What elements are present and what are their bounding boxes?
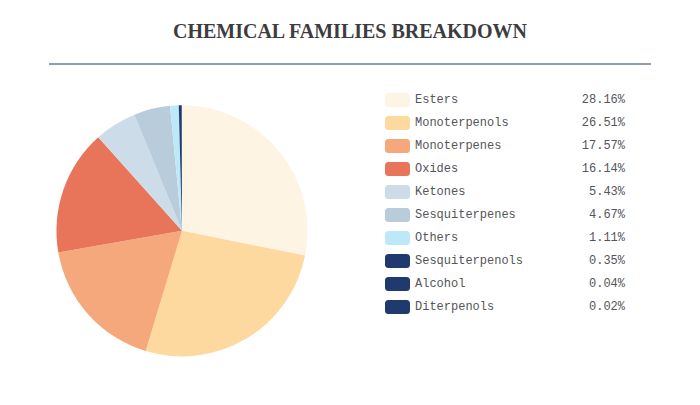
svg-text:0.04%: 0.04% bbox=[589, 277, 626, 291]
svg-text:Monoterpenols: Monoterpenols bbox=[415, 116, 509, 130]
svg-text:Monoterpenes: Monoterpenes bbox=[415, 139, 501, 153]
svg-text:4.67%: 4.67% bbox=[589, 208, 626, 222]
svg-text:Sesquiterpenes: Sesquiterpenes bbox=[415, 208, 516, 222]
svg-text:5.43%: 5.43% bbox=[589, 185, 626, 199]
svg-text:Sesquiterpenols: Sesquiterpenols bbox=[415, 254, 523, 268]
svg-text:Esters: Esters bbox=[415, 93, 458, 107]
svg-text:Others: Others bbox=[415, 231, 458, 245]
svg-text:1.11%: 1.11% bbox=[589, 231, 626, 245]
svg-text:Diterpenols: Diterpenols bbox=[415, 300, 494, 314]
svg-text:Alcohol: Alcohol bbox=[415, 277, 465, 291]
svg-text:Oxides: Oxides bbox=[415, 162, 458, 176]
svg-text:16.14%: 16.14% bbox=[582, 162, 626, 176]
svg-text:0.35%: 0.35% bbox=[589, 254, 626, 268]
svg-text:28.16%: 28.16% bbox=[582, 93, 626, 107]
svg-text:Ketones: Ketones bbox=[415, 185, 465, 199]
svg-text:CHEMICAL FAMILIES BREAKDOWN: CHEMICAL FAMILIES BREAKDOWN bbox=[173, 20, 528, 42]
svg-text:26.51%: 26.51% bbox=[582, 116, 626, 130]
svg-text:17.57%: 17.57% bbox=[582, 139, 626, 153]
svg-text:0.02%: 0.02% bbox=[589, 300, 626, 314]
